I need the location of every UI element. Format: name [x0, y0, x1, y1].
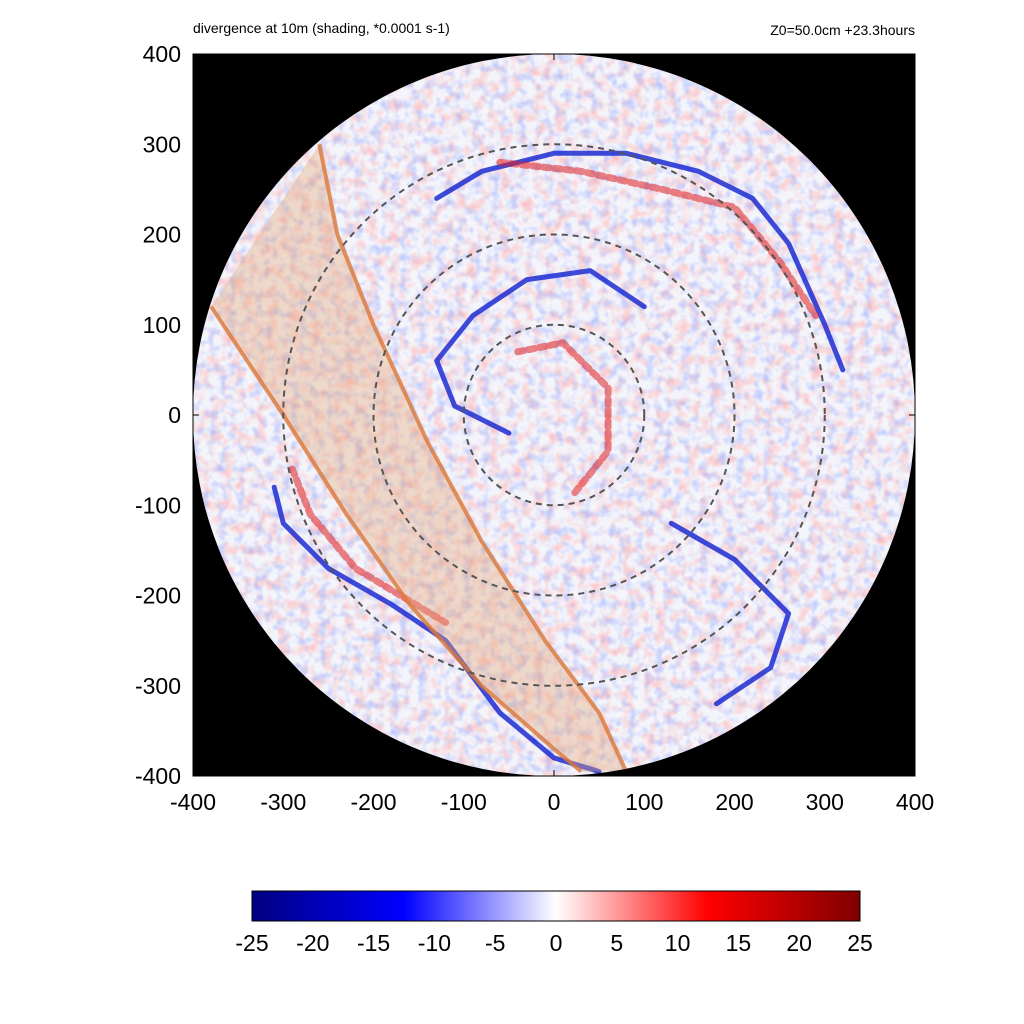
- x-tick-label: -300: [260, 789, 306, 815]
- y-tick-label: 200: [143, 222, 181, 248]
- range-ring-100: [462, 323, 646, 507]
- colorbar-tick-label: -5: [485, 930, 505, 956]
- colorbar-tick-label: -25: [235, 930, 268, 956]
- x-tick-label: 400: [896, 789, 934, 815]
- colorbar: [251, 890, 861, 922]
- y-tick-label: -100: [135, 492, 181, 518]
- x-tick-label: -400: [170, 789, 216, 815]
- x-tick-label: 300: [806, 789, 844, 815]
- run-info: Z0=50.0cm +23.3hours: [770, 22, 915, 38]
- colorbar-tick-label: -10: [418, 930, 451, 956]
- colorbar-tick-label: 0: [550, 930, 563, 956]
- divergence-band-ring-red: [496, 158, 820, 320]
- y-axis: 400 300 200 100 0 -100 -200 -300 -400: [135, 41, 915, 789]
- convergence-band-inner: [434, 268, 647, 436]
- y-tick-label: -200: [135, 583, 181, 609]
- x-tick-label: -200: [350, 789, 396, 815]
- range-rings: [282, 143, 826, 687]
- chart-title: divergence at 10m (shading, *0.0001 s-1): [193, 20, 450, 36]
- convergence-band-outer: [271, 484, 602, 774]
- range-ring-300: [282, 143, 826, 687]
- y-tick-label: 100: [143, 312, 181, 338]
- y-tick-label: 300: [143, 131, 181, 157]
- colorbar-tick-label: 20: [786, 930, 812, 956]
- x-tick-label: 100: [625, 789, 663, 815]
- range-ring-200: [372, 233, 736, 597]
- y-tick-label: 400: [143, 41, 181, 67]
- colorbar-tick-label: 25: [847, 930, 873, 956]
- x-tick-label: -100: [441, 789, 487, 815]
- colorbar-tick-label: 10: [665, 930, 691, 956]
- x-axis: -400 -300 -200 -100 0 100 200 300 400: [170, 54, 934, 815]
- x-tick-label: 200: [715, 789, 753, 815]
- y-tick-label: 0: [168, 402, 181, 428]
- divergence-band-outer-red: [288, 465, 450, 627]
- divergence-band-core-red: [514, 339, 612, 500]
- colorbar-tick-label: -15: [357, 930, 390, 956]
- convergence-band-east: [668, 520, 792, 707]
- colorbar-ticks: -25 -20 -15 -10 -5 0 5 10 15 20 25: [235, 930, 872, 956]
- swath-right-edge: [317, 143, 629, 773]
- x-tick-label: 0: [548, 789, 561, 815]
- colorbar-tick-label: 15: [726, 930, 752, 956]
- colorbar-tick-label: -20: [296, 930, 329, 956]
- colorbar-tick-label: 5: [610, 930, 623, 956]
- shaded-swath: [211, 144, 627, 772]
- divergence-field: [193, 54, 915, 776]
- y-tick-label: -400: [135, 763, 181, 789]
- y-tick-label: -300: [135, 673, 181, 699]
